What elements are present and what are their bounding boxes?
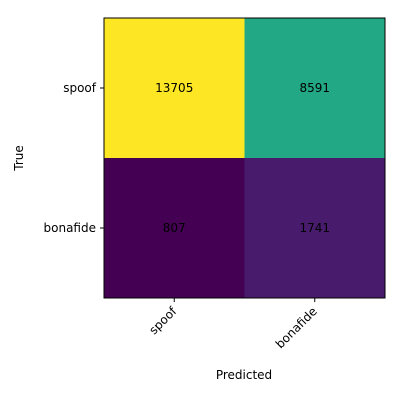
heatmap-cells — [104, 18, 386, 299]
y-tick-label-bonafide: bonafide — [44, 221, 96, 235]
x-tick-label-spoof: spoof — [146, 304, 180, 338]
x-axis-ticks: spoof bonafide — [146, 298, 320, 351]
x-tick-label-bonafide: bonafide — [273, 304, 320, 351]
cell-value-label: 13705 — [155, 81, 193, 95]
y-axis-label: True — [12, 145, 26, 172]
y-tick-label-spoof: spoof — [63, 81, 97, 95]
cell-value-label: 1741 — [299, 221, 330, 235]
cell-value-label: 8591 — [299, 81, 330, 95]
y-axis-ticks: spoof bonafide — [44, 81, 104, 235]
cell-value-label: 807 — [163, 221, 186, 235]
x-axis-label: Predicted — [216, 368, 272, 382]
